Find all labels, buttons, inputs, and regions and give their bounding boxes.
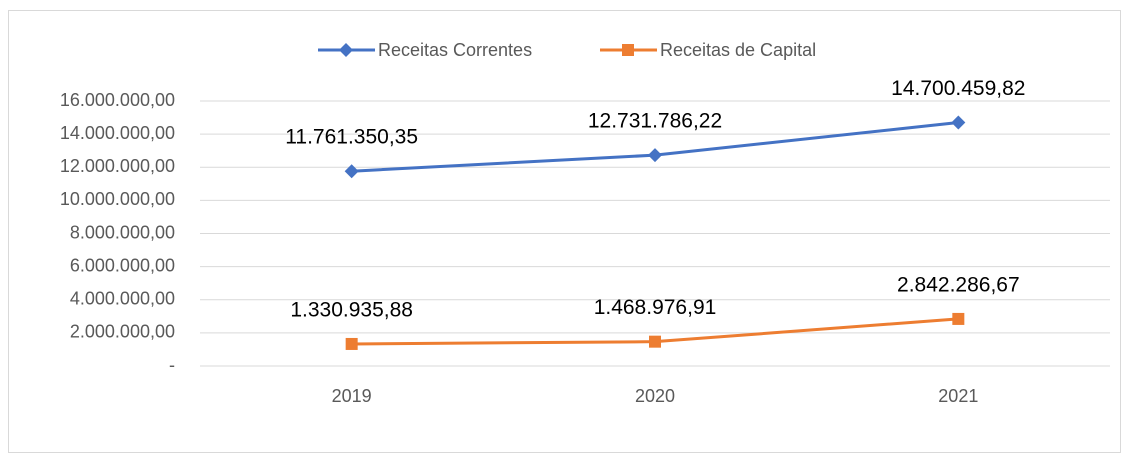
marker bbox=[952, 312, 965, 325]
legend-label: Receitas Correntes bbox=[378, 40, 532, 60]
y-tick-label: 10.000.000,00 bbox=[60, 189, 175, 209]
legend-label: Receitas de Capital bbox=[660, 40, 816, 60]
y-tick-label: 14.000.000,00 bbox=[60, 123, 175, 143]
data-label: 14.700.459,82 bbox=[891, 77, 1025, 100]
x-tick-label: 2021 bbox=[938, 386, 978, 406]
data-label: 2.842.286,67 bbox=[897, 273, 1020, 296]
y-tick-label: 6.000.000,00 bbox=[70, 255, 175, 275]
x-tick-label: 2019 bbox=[332, 386, 372, 406]
y-tick-label: 4.000.000,00 bbox=[70, 289, 175, 309]
marker bbox=[951, 115, 966, 130]
data-label: 1.330.935,88 bbox=[290, 299, 413, 322]
marker bbox=[344, 164, 359, 179]
x-tick-label: 2020 bbox=[635, 386, 675, 406]
y-tick-label: 12.000.000,00 bbox=[60, 156, 175, 176]
marker bbox=[345, 337, 358, 350]
marker bbox=[649, 335, 661, 348]
y-tick-label: 16.000.000,00 bbox=[60, 90, 175, 110]
marker bbox=[648, 148, 662, 163]
chart-border bbox=[8, 10, 1121, 453]
data-label: 12.731.786,22 bbox=[588, 110, 722, 133]
data-label: 11.761.350,35 bbox=[285, 126, 418, 149]
marker bbox=[339, 43, 353, 57]
y-tick-label: 8.000.000,00 bbox=[70, 222, 175, 242]
y-tick-label: 2.000.000,00 bbox=[70, 322, 175, 342]
y-tick-label: - bbox=[169, 355, 175, 375]
data-label: 1.468.976,91 bbox=[594, 296, 717, 319]
marker bbox=[622, 44, 634, 56]
